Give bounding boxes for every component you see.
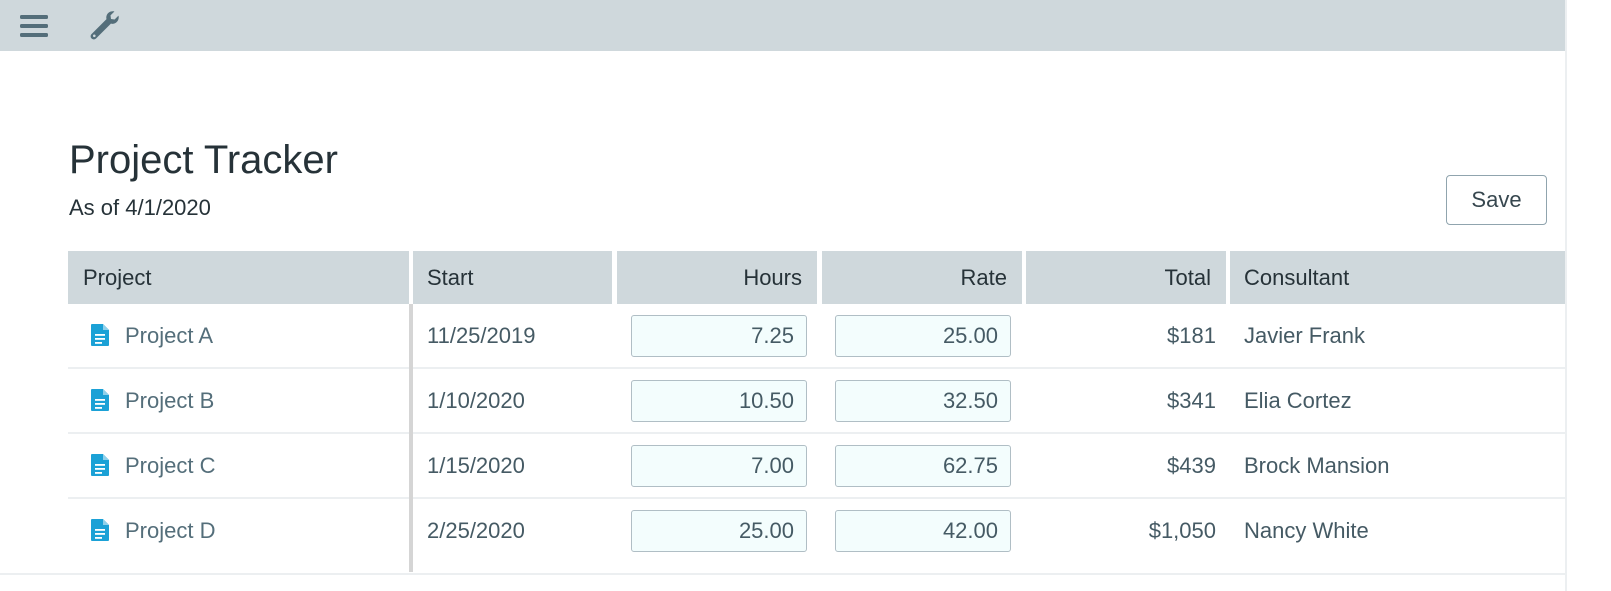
column-header-start[interactable]: Start [413, 251, 612, 304]
total-cell: $439 [1167, 453, 1216, 478]
start-date-cell: 1/10/2020 [427, 388, 525, 413]
rate-input[interactable] [835, 445, 1011, 487]
hamburger-menu-icon[interactable] [14, 6, 54, 46]
rate-input[interactable] [835, 510, 1011, 552]
table-row: Project B 1/10/2020 $341 Elia Cortez [68, 369, 1565, 434]
page-subtitle: As of 4/1/2020 [69, 195, 211, 220]
project-cell: Project B [68, 369, 409, 432]
column-header-hours[interactable]: Hours [617, 251, 817, 304]
document-icon [91, 519, 109, 542]
document-icon [91, 389, 109, 412]
total-cell: $1,050 [1148, 518, 1216, 543]
column-header-total[interactable]: Total [1026, 251, 1226, 304]
project-cell: Project C [68, 434, 409, 497]
project-cell: Project A [68, 304, 409, 367]
frozen-column-divider[interactable] [409, 304, 413, 572]
top-toolbar [0, 0, 1565, 51]
window-edge [0, 573, 1567, 575]
document-icon [91, 454, 109, 477]
table-row: Project A 11/25/2019 $181 Javier Frank [68, 304, 1565, 369]
hours-input[interactable] [631, 445, 807, 487]
project-table: Project Start Hours Rate Total Consultan… [68, 251, 1565, 572]
table-row: Project C 1/15/2020 $439 Brock Mansion [68, 434, 1565, 499]
column-header-project[interactable]: Project [68, 251, 409, 304]
document-icon [91, 324, 109, 347]
total-cell: $341 [1167, 388, 1216, 413]
window-edge [1565, 0, 1567, 591]
start-date-cell: 11/25/2019 [427, 323, 536, 348]
wrench-icon[interactable] [84, 6, 124, 46]
column-header-consultant[interactable]: Consultant [1230, 251, 1565, 304]
start-date-cell: 2/25/2020 [427, 518, 525, 543]
project-link[interactable]: Project B [125, 388, 215, 413]
total-cell: $181 [1167, 323, 1216, 348]
rate-input[interactable] [835, 380, 1011, 422]
hours-input[interactable] [631, 315, 807, 357]
page-title: Project Tracker [69, 138, 338, 182]
rate-input[interactable] [835, 315, 1011, 357]
hours-input[interactable] [631, 380, 807, 422]
consultant-cell: Elia Cortez [1244, 388, 1352, 413]
consultant-cell: Nancy White [1244, 518, 1369, 543]
table-row: Project D 2/25/2020 $1,050 Nancy White [68, 499, 1565, 568]
project-link[interactable]: Project C [125, 453, 216, 478]
project-link[interactable]: Project A [125, 323, 214, 348]
column-header-rate[interactable]: Rate [822, 251, 1022, 304]
table-body: Project A 11/25/2019 $181 Javier Frank P… [68, 304, 1565, 568]
consultant-cell: Brock Mansion [1244, 453, 1390, 478]
consultant-cell: Javier Frank [1244, 323, 1366, 348]
table-header-row: Project Start Hours Rate Total Consultan… [68, 251, 1565, 304]
project-cell: Project D [68, 499, 409, 562]
hours-input[interactable] [631, 510, 807, 552]
project-link[interactable]: Project D [125, 518, 216, 543]
save-button[interactable]: Save [1446, 175, 1547, 225]
start-date-cell: 1/15/2020 [427, 453, 525, 478]
